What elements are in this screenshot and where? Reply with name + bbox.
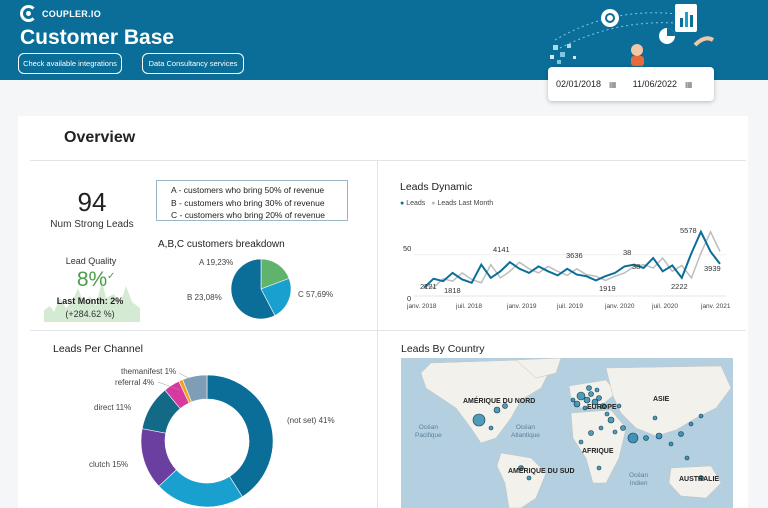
date-range-picker[interactable]: 02/01/2018 ▦ 11/06/2022 ▦ bbox=[548, 67, 714, 101]
point-label: 2222 bbox=[671, 282, 688, 291]
num-strong-leads-label: Num Strong Leads bbox=[50, 219, 134, 230]
pie-slice[interactable] bbox=[230, 258, 276, 320]
leads-per-channel-donut bbox=[140, 374, 274, 508]
world-map bbox=[420, 358, 732, 508]
abc-label-a: A 19,23% bbox=[199, 258, 234, 267]
legend-dot-icon: ● bbox=[431, 200, 436, 207]
coupler-badge-icon bbox=[601, 9, 619, 27]
x-tick: juil. 2019 bbox=[557, 303, 584, 310]
abc-legend-a: A - customers who bring 50% of revenue bbox=[171, 185, 325, 195]
continent-label: AMÉRIQUE DU NORD bbox=[463, 398, 536, 405]
pie-slice[interactable] bbox=[260, 277, 292, 316]
calendar-icon[interactable]: ▦ bbox=[685, 79, 693, 89]
page-title: Customer Base bbox=[20, 26, 175, 49]
abc-pie-chart bbox=[230, 258, 292, 320]
donut-segment[interactable] bbox=[158, 469, 243, 508]
leads-dynamic-legend: ● Leads ● Leads Last Month bbox=[400, 200, 493, 207]
date-start-field[interactable]: 02/01/2018 ▦ bbox=[548, 79, 625, 89]
leads-dynamic-title: Leads Dynamic bbox=[400, 181, 473, 193]
y-tick-0: 0 bbox=[407, 294, 412, 303]
point-label: 3636 bbox=[566, 251, 583, 260]
leads-dynamic-chart bbox=[414, 229, 726, 297]
ocean-label: Océan Indien bbox=[629, 472, 649, 487]
x-tick: juil. 2018 bbox=[456, 303, 483, 310]
hand-icon bbox=[693, 36, 715, 47]
point-label: 1919 bbox=[599, 284, 616, 293]
consultancy-button[interactable]: Data Consultancy services bbox=[142, 53, 244, 74]
overview-title: Overview bbox=[64, 129, 136, 146]
continent-label: AFRIQUE bbox=[582, 448, 614, 455]
person-icon bbox=[631, 44, 643, 56]
coupler-logo-icon bbox=[20, 5, 37, 22]
legend-last-month: ● Leads Last Month bbox=[431, 200, 494, 207]
data-stream-icon bbox=[550, 12, 696, 64]
legend-leads: ● Leads bbox=[400, 200, 426, 207]
y-tick-50: 50 bbox=[403, 244, 412, 253]
date-start: 02/01/2018 bbox=[556, 79, 602, 89]
channel-label-themanifest: themanifest 1% bbox=[121, 367, 177, 376]
donut-segment[interactable] bbox=[182, 374, 208, 403]
leads-line[interactable] bbox=[423, 229, 721, 289]
continent-label: ASIE bbox=[653, 396, 670, 403]
num-strong-leads-value: 94 bbox=[77, 187, 107, 217]
lead-quality-sparkline bbox=[44, 280, 140, 322]
point-label: 38 bbox=[623, 248, 632, 257]
lead-quality-value: 8% bbox=[76, 268, 108, 291]
continent-label: EUROPE bbox=[587, 404, 617, 411]
calendar-icon[interactable]: ▦ bbox=[609, 79, 617, 89]
lead-quality-label: Lead Quality bbox=[65, 256, 117, 266]
point-label: 3939 bbox=[704, 264, 721, 273]
abc-legend-box: A - customers who bring 50% of revenue B… bbox=[156, 180, 348, 221]
ocean-label: Océan Atlantique bbox=[511, 424, 540, 439]
divider bbox=[30, 330, 746, 331]
donut-segment[interactable] bbox=[206, 374, 274, 498]
x-tick: janv. 2018 bbox=[407, 303, 437, 310]
leads-by-country-map[interactable]: AMÉRIQUE DU NORD EUROPE ASIE AFRIQUE AMÉ… bbox=[401, 358, 733, 508]
point-label: 2121 bbox=[420, 282, 437, 291]
x-tick: janv. 2021 bbox=[701, 303, 731, 310]
logo: COUPLER.IO bbox=[20, 5, 101, 22]
channel-label-not-set: (not set) 41% bbox=[287, 416, 335, 425]
channel-label-referral: referral 4% bbox=[115, 378, 155, 387]
legend-dot-icon: ● bbox=[400, 200, 405, 207]
continent-label: AMÉRIQUE DU SUD bbox=[508, 468, 575, 475]
abc-label-b: B 23,08% bbox=[187, 293, 222, 302]
point-label: 4141 bbox=[493, 245, 510, 254]
continent-label: AUSTRALIE bbox=[679, 476, 720, 483]
channel-label-direct: direct 11% bbox=[94, 403, 132, 412]
abc-label-c: C 57,69% bbox=[298, 290, 334, 299]
x-tick: juil. 2020 bbox=[652, 303, 679, 310]
header bbox=[0, 0, 768, 80]
lead-quality-change: (+284.62 %) bbox=[65, 309, 115, 319]
point-label: 1818 bbox=[444, 286, 461, 295]
header-illustration bbox=[550, 4, 715, 66]
point-label: 5578 bbox=[680, 226, 697, 235]
x-tick: janv. 2020 bbox=[605, 303, 635, 310]
lead-quality-last-month: Last Month: 2% bbox=[56, 296, 124, 306]
channel-leader-lines bbox=[157, 372, 193, 391]
logo-text: COUPLER.IO bbox=[42, 8, 102, 19]
leads-per-channel-title: Leads Per Channel bbox=[53, 343, 143, 355]
abc-chart-title: A,B,C customers breakdown bbox=[158, 239, 285, 250]
divider bbox=[377, 161, 378, 508]
divider bbox=[30, 160, 746, 161]
check-icon: ✓ bbox=[107, 271, 116, 282]
country-bubbles[interactable] bbox=[472, 385, 704, 481]
point-label: 38 bbox=[632, 262, 641, 271]
channel-label-clutch: clutch 15% bbox=[89, 460, 129, 469]
x-tick: janv. 2019 bbox=[507, 303, 537, 310]
ocean-label: Océan Pacifique bbox=[415, 424, 442, 439]
date-end: 11/06/2022 bbox=[632, 79, 677, 89]
date-end-field[interactable]: 11/06/2022 ▦ bbox=[625, 79, 701, 89]
leads-by-country-title: Leads By Country bbox=[401, 343, 485, 355]
abc-legend-b: B - customers who bring 30% of revenue bbox=[171, 197, 325, 208]
abc-legend-c: C - customers who bring 20% of revenue bbox=[171, 210, 326, 220]
integrations-button[interactable]: Check available integrations bbox=[18, 53, 122, 74]
